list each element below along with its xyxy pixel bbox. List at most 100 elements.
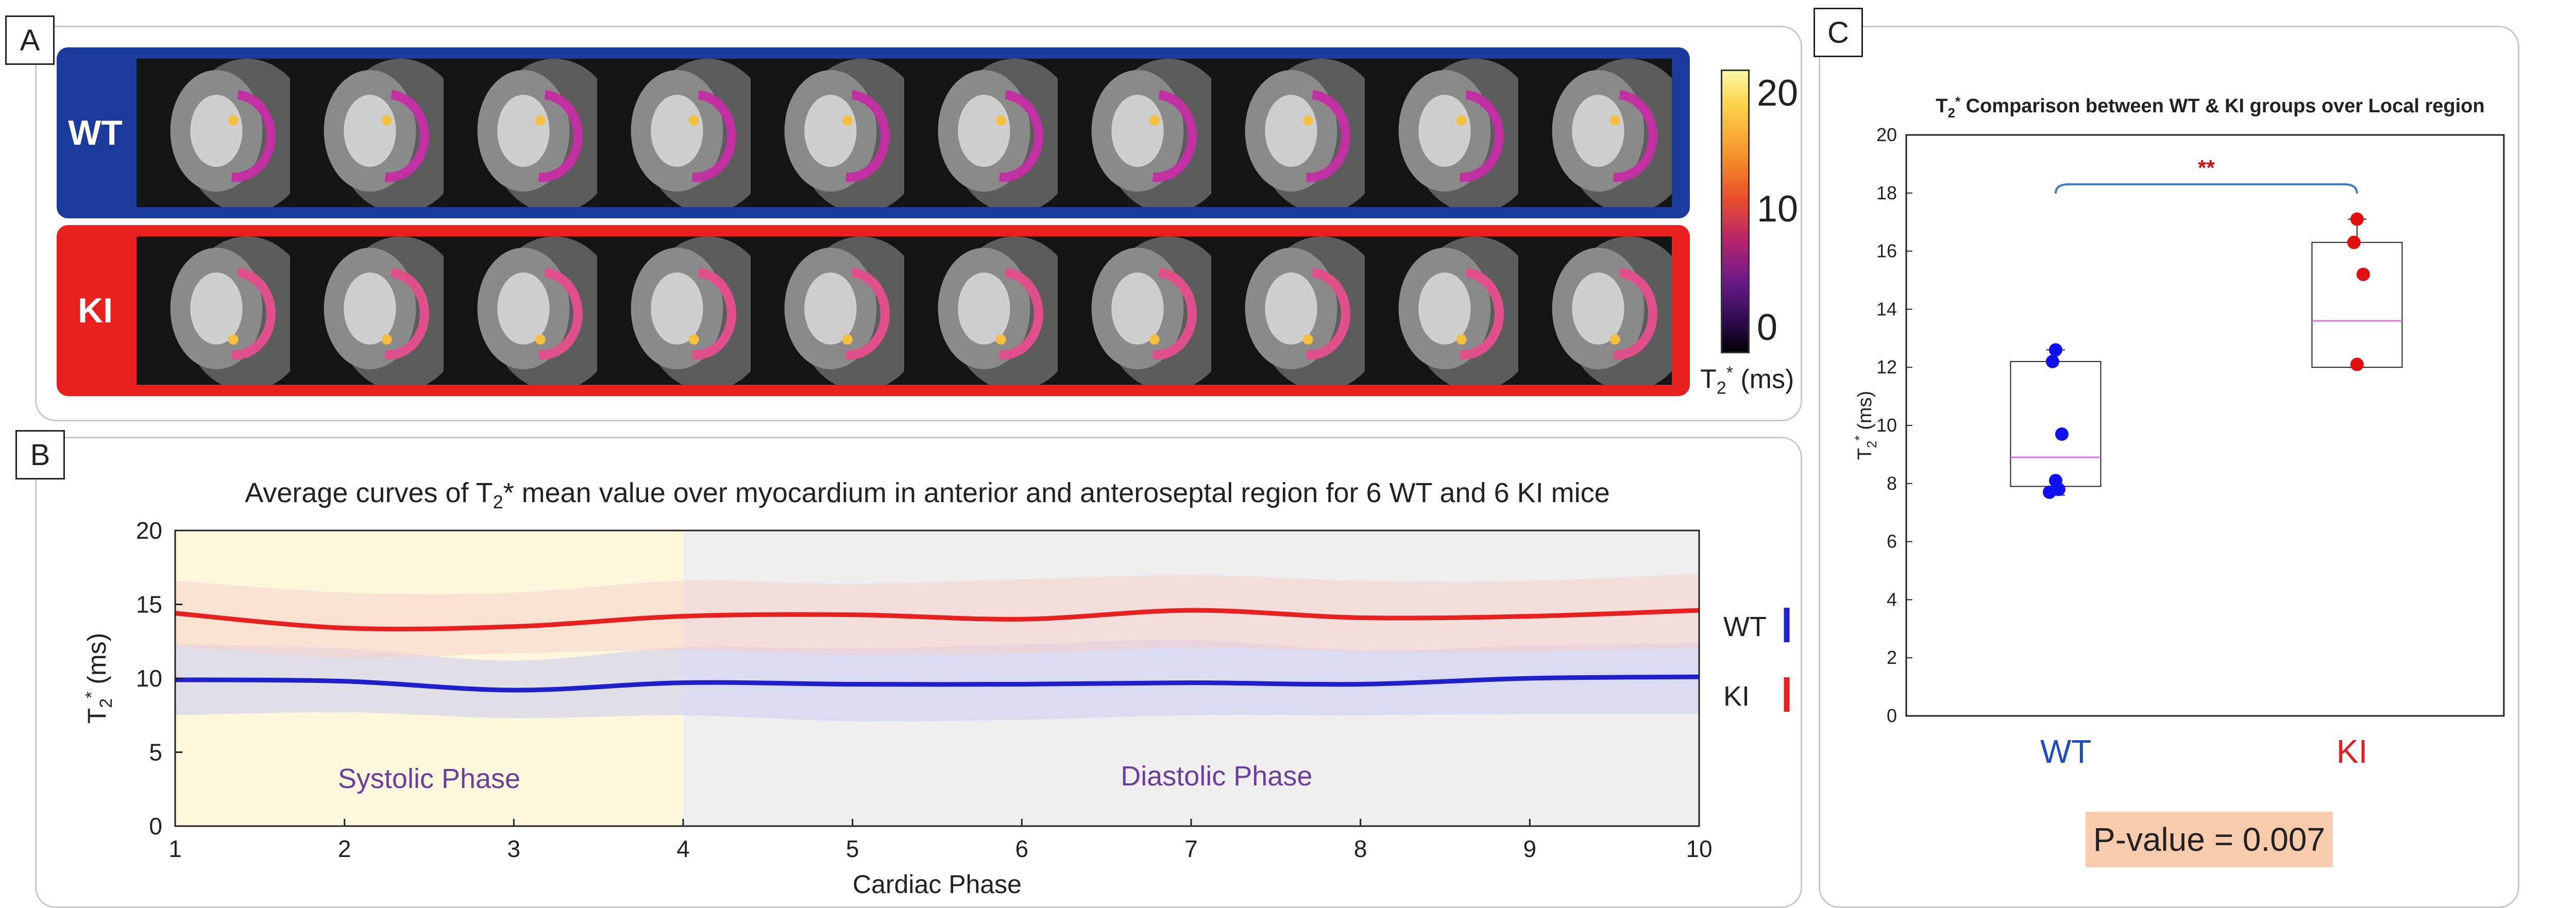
hotspot [1456, 115, 1467, 126]
y-axis-label: T2* (ms) [82, 633, 116, 724]
hotspot [1149, 334, 1160, 345]
plot-frame [1905, 134, 2505, 717]
ki-mri-frames [137, 236, 1672, 385]
mri-frame [137, 59, 312, 207]
y-tick-label: 20 [1876, 124, 1897, 145]
hotspot [1609, 334, 1620, 345]
ventricle-cavity [958, 95, 1010, 167]
x-tick-label: 6 [1015, 835, 1029, 862]
significance-stars: ** [2198, 156, 2215, 180]
series-line-wt [175, 674, 1700, 693]
y-axis-label: T2* (ms) [1852, 391, 1879, 460]
p-value-box: P-value = 0.007 [2086, 812, 2333, 867]
x-tick-label: 3 [507, 835, 521, 862]
mri-frame [597, 59, 772, 207]
y-tick-label: 12 [1876, 356, 1897, 378]
hotspot [381, 334, 392, 345]
panel-b-tag: B [15, 430, 65, 479]
hotspot [381, 115, 392, 126]
hotspot [842, 115, 853, 126]
wt-mri-frames [137, 59, 1672, 207]
myocardium-overlay [1152, 268, 1197, 360]
colorbar-tick-0: 0 [1757, 307, 1778, 348]
ventricle-cavity [651, 272, 703, 345]
significance-bracket [2055, 183, 2358, 194]
t2star-colorbar [1721, 70, 1750, 353]
y-tick-label: 16 [1876, 241, 1897, 262]
myocardium-overlay [384, 90, 429, 182]
x-tick-label: 4 [676, 835, 690, 862]
panel-c [1819, 26, 2519, 908]
myocardium-overlay [998, 268, 1043, 360]
wt-group-label: WT [2040, 733, 2092, 770]
x-tick-label: 10 [1686, 835, 1712, 862]
wt-image-strip: WT [57, 47, 1690, 218]
ki-row-label: KI [78, 291, 113, 330]
series-line-ki [175, 608, 1700, 631]
hotspot [1302, 334, 1313, 345]
myocardium-overlay [1152, 90, 1197, 182]
y-tick-label: 10 [1876, 415, 1897, 436]
mri-frame [290, 236, 465, 385]
myocardium-overlay [538, 90, 583, 182]
mri-frame [904, 59, 1079, 207]
data-point [2350, 357, 2364, 371]
hotspot [842, 334, 853, 345]
mri-frame [597, 236, 772, 385]
ventricle-cavity [804, 95, 857, 167]
myocardium-overlay [1306, 90, 1350, 182]
mri-frame [444, 236, 619, 385]
ventricle-cavity [1572, 272, 1624, 345]
box-ki [2311, 242, 2403, 368]
y-tick-label: 6 [1887, 531, 1897, 552]
y-tick-label: 0 [1887, 705, 1897, 726]
box-wt [2010, 361, 2102, 487]
hotspot [535, 334, 546, 345]
legend-label-wt: WT [1723, 611, 1767, 642]
hotspot [688, 115, 699, 126]
myocardium-overlay [1613, 90, 1657, 182]
y-tick-label: 8 [1887, 473, 1897, 494]
systolic-phase-label: Systolic Phase [338, 763, 520, 794]
x-tick-label: 1 [168, 835, 182, 862]
ventricle-cavity [1111, 272, 1164, 345]
ventricle-cavity [804, 272, 857, 345]
diastolic-phase-label: Diastolic Phase [1121, 761, 1312, 792]
ventricle-cavity [344, 272, 396, 345]
ventricle-cavity [651, 95, 703, 167]
x-tick-label: 5 [846, 835, 859, 862]
mri-frame [1518, 59, 1672, 207]
myocardium-overlay [691, 90, 736, 182]
ventricle-cavity [1572, 95, 1624, 167]
x-tick-label: 9 [1523, 835, 1537, 862]
myocardium-overlay [845, 268, 890, 360]
ventricle-cavity [1418, 95, 1471, 167]
data-point [2049, 343, 2062, 357]
y-tick-label: 2 [1887, 647, 1897, 668]
data-point [2055, 427, 2069, 441]
data-point [2357, 267, 2370, 281]
myocardium-overlay [231, 268, 276, 360]
colorbar-label: T2* (ms) [1700, 363, 1794, 398]
hotspot [535, 115, 546, 126]
mri-frame [751, 236, 926, 385]
ki-image-strip: KI [57, 225, 1690, 396]
myocardium-overlay [1613, 268, 1657, 360]
myocardium-overlay [384, 268, 429, 360]
data-point [2043, 485, 2056, 499]
hotspot [995, 334, 1006, 345]
mri-frame [1365, 236, 1540, 385]
ventricle-cavity [344, 95, 396, 167]
data-point [2350, 212, 2364, 226]
mri-frame [904, 236, 1079, 385]
ventricle-cavity [190, 272, 243, 345]
wt-row-label: WT [68, 113, 123, 152]
mri-frame [1365, 59, 1540, 207]
hotspot [1149, 115, 1160, 126]
ventricle-cavity [1111, 95, 1164, 167]
y-tick-label: 15 [136, 591, 162, 618]
data-point [2347, 235, 2361, 249]
data-point [2046, 354, 2059, 368]
